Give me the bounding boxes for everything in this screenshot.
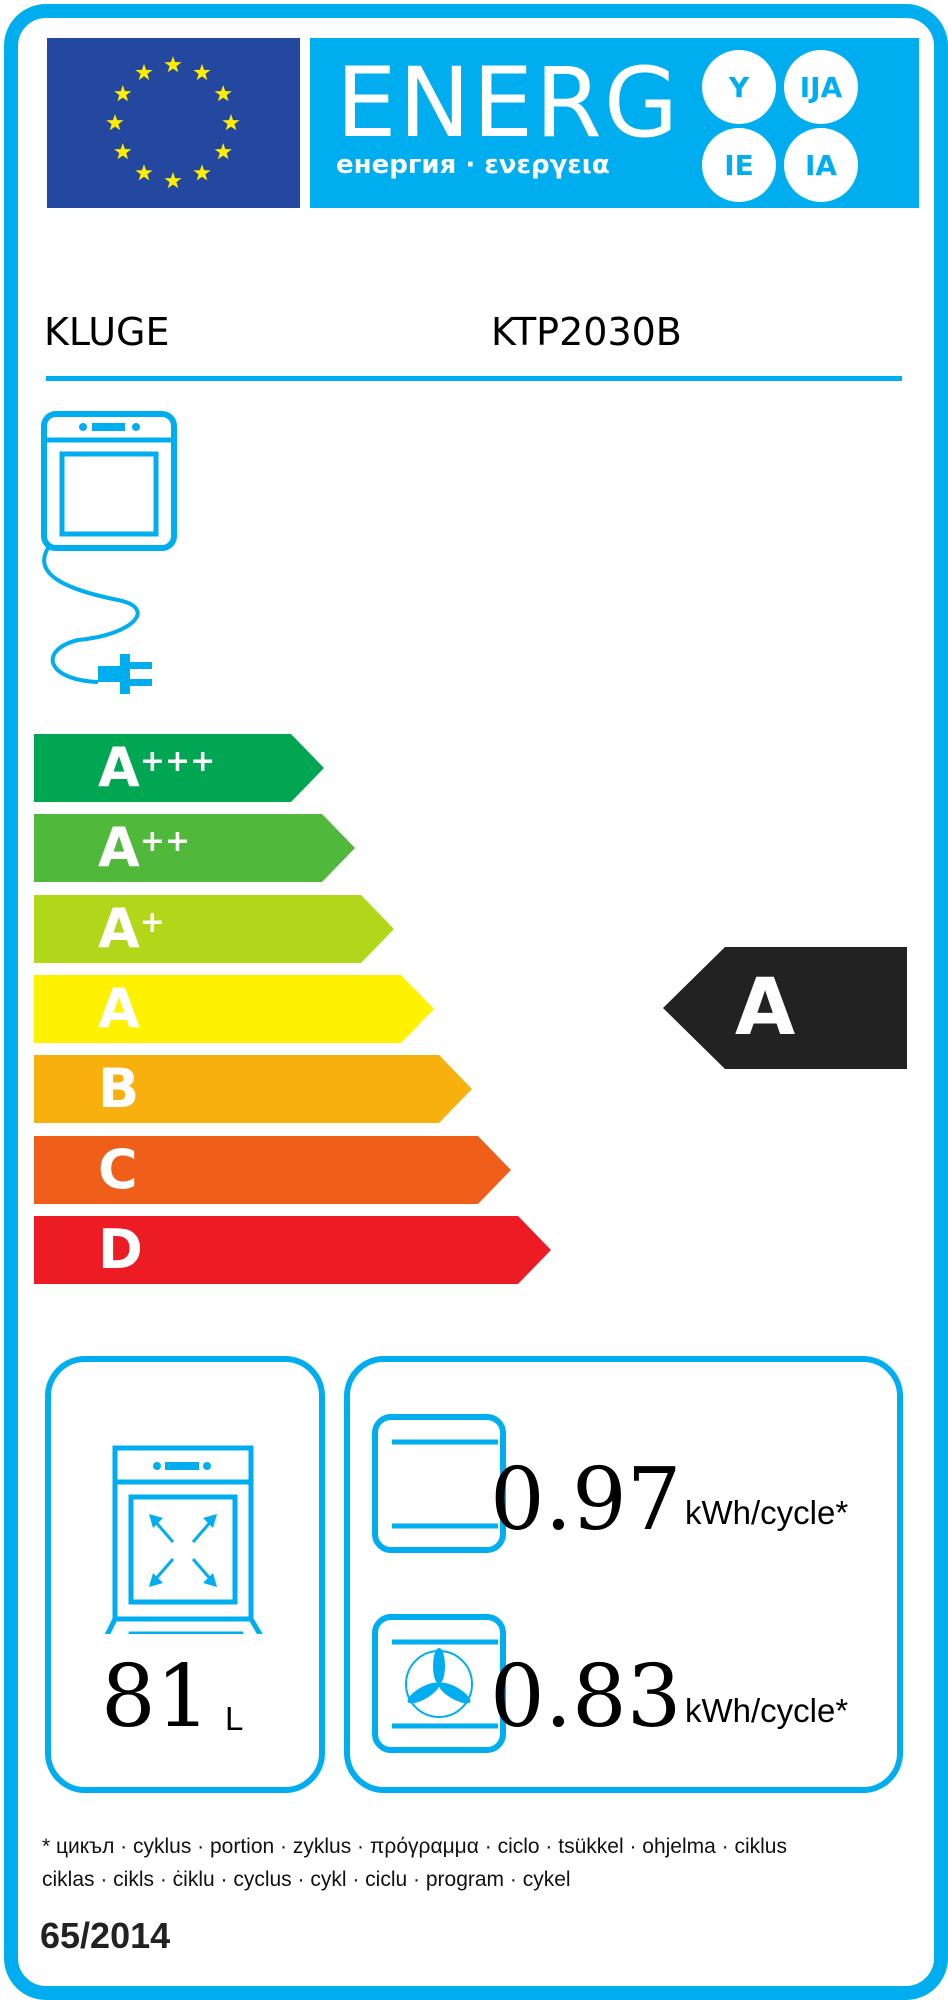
oven-volume-icon [104, 1445, 263, 1634]
energy-title: ENERG [336, 47, 681, 159]
model-identifier: KTP2030B [491, 310, 682, 354]
footnote-line-2: ciklas · cikls · ċiklu · cyclus · cykl ·… [42, 1868, 571, 1891]
footnote-line-1: * цикъл · cyklus · portion · zyklus · πρ… [42, 1835, 787, 1858]
rating-label: A [734, 963, 796, 1053]
efficiency-class-label: A++ [98, 816, 191, 880]
efficiency-class-label: D [98, 1217, 143, 1281]
suffix-ie: IE [702, 128, 776, 202]
electric-oven-icon [41, 411, 177, 694]
eu-star-icon [114, 143, 132, 160]
suffix-ia: IA [784, 128, 858, 202]
suffix-y: Y [702, 50, 776, 124]
eu-flag-icon [47, 38, 300, 208]
eu-star-icon [106, 114, 124, 131]
eu-star-icon [114, 85, 132, 102]
divider [46, 376, 902, 381]
efficiency-class-label: C [98, 1137, 138, 1201]
fan-forced-energy-value: 0.83 [490, 1647, 682, 1747]
conventional-energy-unit: kWh/cycle* [685, 1494, 849, 1531]
conventional-heating-icon [372, 1414, 506, 1553]
efficiency-class-label: B [98, 1057, 140, 1121]
volume-value: 81 [101, 1647, 211, 1747]
eu-star-icon [164, 172, 182, 189]
eu-star-icon [135, 63, 153, 81]
label-frame [4, 4, 948, 2000]
volume-box: 81 L [45, 1356, 325, 1793]
eu-star-icon [214, 85, 232, 102]
fan-forced-icon [372, 1614, 506, 1753]
eu-star-icon [164, 56, 182, 73]
regulation-number: 65/2014 [40, 1915, 171, 1956]
energy-header: ENERG енергия · ενεργεια Y IJA IE IA [310, 38, 919, 208]
eu-star-icon [193, 63, 211, 81]
efficiency-class-label: A+ [98, 896, 165, 960]
efficiency-class-label: A [98, 976, 140, 1040]
eu-star-icon [222, 114, 240, 131]
supplier-name: KLUGE [44, 310, 170, 354]
rating-arrow: A [663, 947, 907, 1069]
energy-consumption-box: 0.97 kWh/cycle* 0.83 kWh/cycle* [344, 1356, 903, 1793]
eu-star-icon [135, 164, 153, 181]
fan-forced-energy-unit: kWh/cycle* [685, 1692, 849, 1729]
energy-subtitle: енергия · ενεργεια [336, 150, 610, 180]
suffix-ija: IJA [784, 50, 858, 124]
efficiency-class-label: A+++ [98, 736, 216, 799]
conventional-energy-value: 0.97 [490, 1450, 682, 1550]
eu-star-icon [214, 143, 232, 160]
eu-star-icon [193, 164, 211, 181]
volume-unit: L [225, 1700, 244, 1737]
